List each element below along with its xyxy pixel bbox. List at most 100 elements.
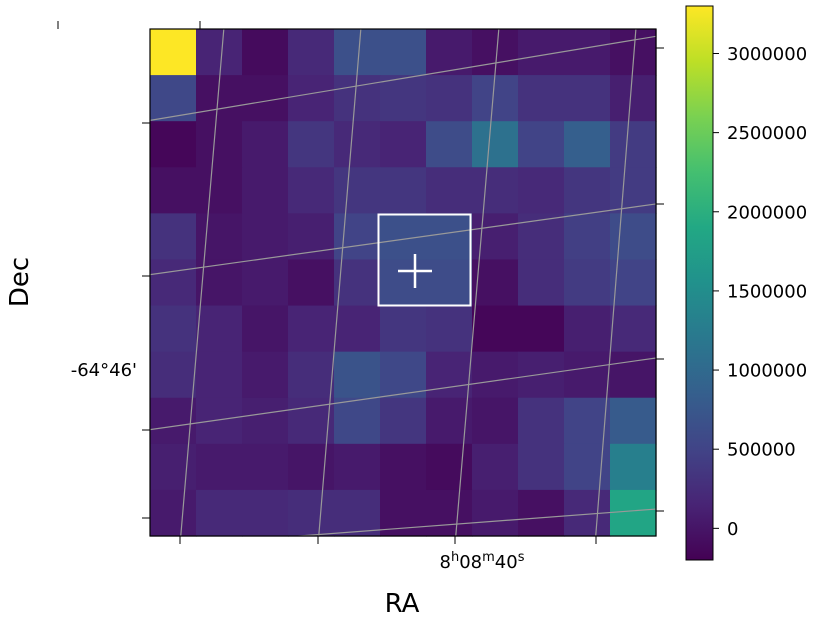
heatmap-cell (380, 259, 427, 307)
heatmap-cell (426, 489, 473, 537)
heatmap-cell (196, 443, 243, 491)
heatmap-cell (150, 351, 197, 399)
heatmap-cell (242, 351, 289, 399)
heatmap-cell (426, 397, 473, 445)
heatmap-cell (150, 443, 197, 491)
heatmap-cell (334, 213, 381, 261)
heatmap-cell (150, 489, 197, 537)
heatmap-cell (380, 305, 427, 353)
heatmap-cell (472, 305, 519, 353)
heatmap-cell (472, 489, 519, 537)
colorbar-ticks: 0 500000 1000000 1500000 2000000 2500000 30000… (713, 44, 807, 540)
grid-line-dec (150, 357, 656, 431)
heatmap-cell (472, 213, 519, 261)
heatmap-cell (426, 167, 473, 214)
heatmap-cell (472, 259, 519, 307)
heatmap-cell (564, 397, 611, 445)
x-tick-label: 8h08m40s (440, 550, 525, 573)
heatmap-cell (380, 351, 427, 399)
heatmap-cell (380, 121, 427, 168)
heatmap-cell (242, 489, 289, 537)
colorbar-tick-label: 2500000 (727, 123, 807, 144)
heatmap-cell (564, 29, 611, 76)
heatmap-cell (150, 305, 197, 353)
heatmap-cell (242, 29, 289, 76)
heatmap-cell (334, 75, 381, 122)
heatmap-cell (150, 75, 197, 122)
heatmap-cell (334, 443, 381, 491)
axis-ticks (57, 21, 664, 544)
heatmap-cell (426, 259, 473, 307)
heatmap-cell (380, 443, 427, 491)
heatmap-cell (610, 213, 657, 261)
heatmap-cell (288, 167, 335, 214)
heatmap-cell (472, 351, 519, 399)
heatmap-cell (334, 259, 381, 307)
heatmap-cell (426, 305, 473, 353)
heatmap-cell (426, 121, 473, 168)
heatmap-cell (426, 351, 473, 399)
heatmap-cell (564, 305, 611, 353)
heatmap-cell (334, 397, 381, 445)
heatmap-cell (242, 259, 289, 307)
heatmap-cell (610, 305, 657, 353)
heatmap-cell (518, 259, 565, 307)
heatmap-cell (426, 443, 473, 491)
heatmap-cell (288, 351, 335, 399)
heatmap-cell (150, 121, 197, 168)
heatmap-cell (518, 213, 565, 261)
y-tick-labels: -64°46' (71, 360, 137, 381)
heatmap-cell (242, 305, 289, 353)
grid-line-ra (595, 29, 637, 536)
heatmap-cell (288, 213, 335, 261)
grid-line-dec (150, 203, 656, 276)
heatmap-cell (610, 397, 657, 445)
heatmap-cell (426, 29, 473, 76)
heatmap-cell (150, 259, 197, 307)
heatmap-cell (472, 167, 519, 214)
heatmap-cell (150, 213, 197, 261)
heatmap-cell (288, 75, 335, 122)
heatmap-cell (196, 121, 243, 168)
heatmap-cell (472, 121, 519, 168)
heatmap-cell (564, 167, 611, 214)
heatmap-cell (334, 489, 381, 537)
heatmap-cell (242, 213, 289, 261)
plot-frame (149, 28, 657, 537)
heatmap-cells (150, 29, 657, 537)
heatmap-cell (610, 489, 657, 537)
heatmap-cell (518, 167, 565, 214)
heatmap-cell (334, 305, 381, 353)
colorbar-tick-label: 0 (727, 519, 738, 540)
heatmap-cell (564, 121, 611, 168)
heatmap-cell (472, 397, 519, 445)
colorbar-tick-label: 1000000 (727, 361, 807, 382)
colorbar-tick-label: 3000000 (727, 44, 807, 65)
colorbar-tick-label: 1500000 (727, 281, 807, 302)
heatmap-cell (564, 351, 611, 399)
coordinate-grid (150, 29, 656, 536)
heatmap-cell (610, 259, 657, 307)
heatmap-cell (288, 305, 335, 353)
heatmap-cell (426, 213, 473, 261)
heatmap-cell (196, 29, 243, 76)
heatmap-cell (518, 305, 565, 353)
grid-line-ra (180, 29, 225, 536)
heatmap-cell (196, 351, 243, 399)
heatmap-cell (196, 213, 243, 261)
heatmap-cell (518, 75, 565, 122)
heatmap-cell (196, 167, 243, 214)
heatmap-cell (426, 75, 473, 122)
heatmap-cell (242, 397, 289, 445)
heatmap-cell (150, 29, 197, 76)
heatmap-cell (242, 167, 289, 214)
grid-line-dec (150, 35, 656, 121)
target-marker (377, 213, 472, 307)
heatmap-cell (610, 121, 657, 168)
heatmap-cell (610, 443, 657, 491)
heatmap-cell (518, 489, 565, 537)
heatmap-cell (242, 121, 289, 168)
heatmap-cell (196, 259, 243, 307)
heatmap-cell (610, 167, 657, 214)
